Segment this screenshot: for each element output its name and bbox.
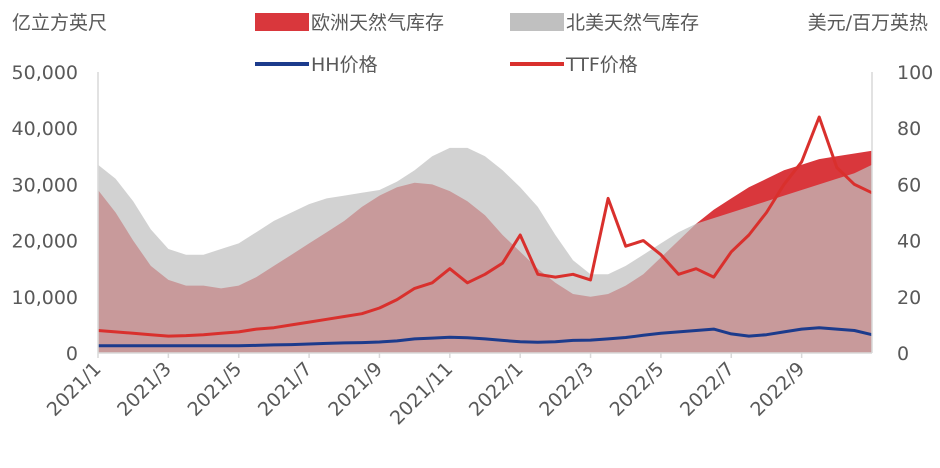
x-tick-label: 2021/9 xyxy=(324,358,387,421)
left-axis-unit-label: 亿立方英尺 xyxy=(12,12,108,34)
legend-hh-price-label: HH价格 xyxy=(311,54,378,76)
right-axis-unit-label: 美元/百万英热 xyxy=(807,12,928,34)
legend-ttf-price: TTF价格 xyxy=(510,50,638,77)
legend-europe-storage-label: 欧洲天然气库存 xyxy=(311,12,445,34)
legend-ttf-price-label: TTF价格 xyxy=(566,54,638,76)
right-tick-label: 60 xyxy=(897,174,921,196)
x-tick-label: 2022/3 xyxy=(535,358,598,421)
x-tick-label: 2022/9 xyxy=(746,358,809,421)
x-tick-label: 2021/3 xyxy=(113,358,176,421)
left-tick-label: 0 xyxy=(66,343,78,365)
us-storage-swatch xyxy=(510,12,564,31)
right-tick-label: 100 xyxy=(897,62,933,84)
x-tick-label: 2022/5 xyxy=(606,358,669,421)
hh-price-line xyxy=(98,326,873,348)
right-tick-label: 80 xyxy=(897,118,921,140)
legend-us-storage: 北美天然气库存 xyxy=(510,8,699,35)
hh-price-swatch xyxy=(255,61,309,66)
x-tick-label: 2021/7 xyxy=(254,358,317,421)
europe-storage-swatch xyxy=(255,12,309,31)
left-tick-label: 20,000 xyxy=(12,231,78,253)
x-tick-label: 2021/5 xyxy=(183,358,246,421)
legend-us-storage-label: 北美天然气库存 xyxy=(566,12,700,34)
ttf-price-line xyxy=(97,115,873,338)
x-tick-label: 2021/11 xyxy=(386,358,457,429)
left-tick-label: 40,000 xyxy=(12,118,78,140)
right-tick-label: 40 xyxy=(897,231,921,253)
right-tick-label: 20 xyxy=(897,287,921,309)
left-tick-label: 50,000 xyxy=(12,62,78,84)
x-tick-label: 2022/7 xyxy=(676,358,739,421)
left-tick-label: 10,000 xyxy=(12,287,78,309)
left-tick-label: 30,000 xyxy=(12,174,78,196)
legend-europe-storage: 欧洲天然气库存 xyxy=(255,8,444,35)
right-tick-label: 0 xyxy=(897,343,909,365)
x-tick-label: 2021/1 xyxy=(43,358,106,421)
legend-hh-price: HH价格 xyxy=(255,50,378,77)
us-storage-area xyxy=(98,147,872,353)
ttf-price-swatch xyxy=(510,61,564,66)
x-tick-label: 2022/1 xyxy=(465,358,528,421)
